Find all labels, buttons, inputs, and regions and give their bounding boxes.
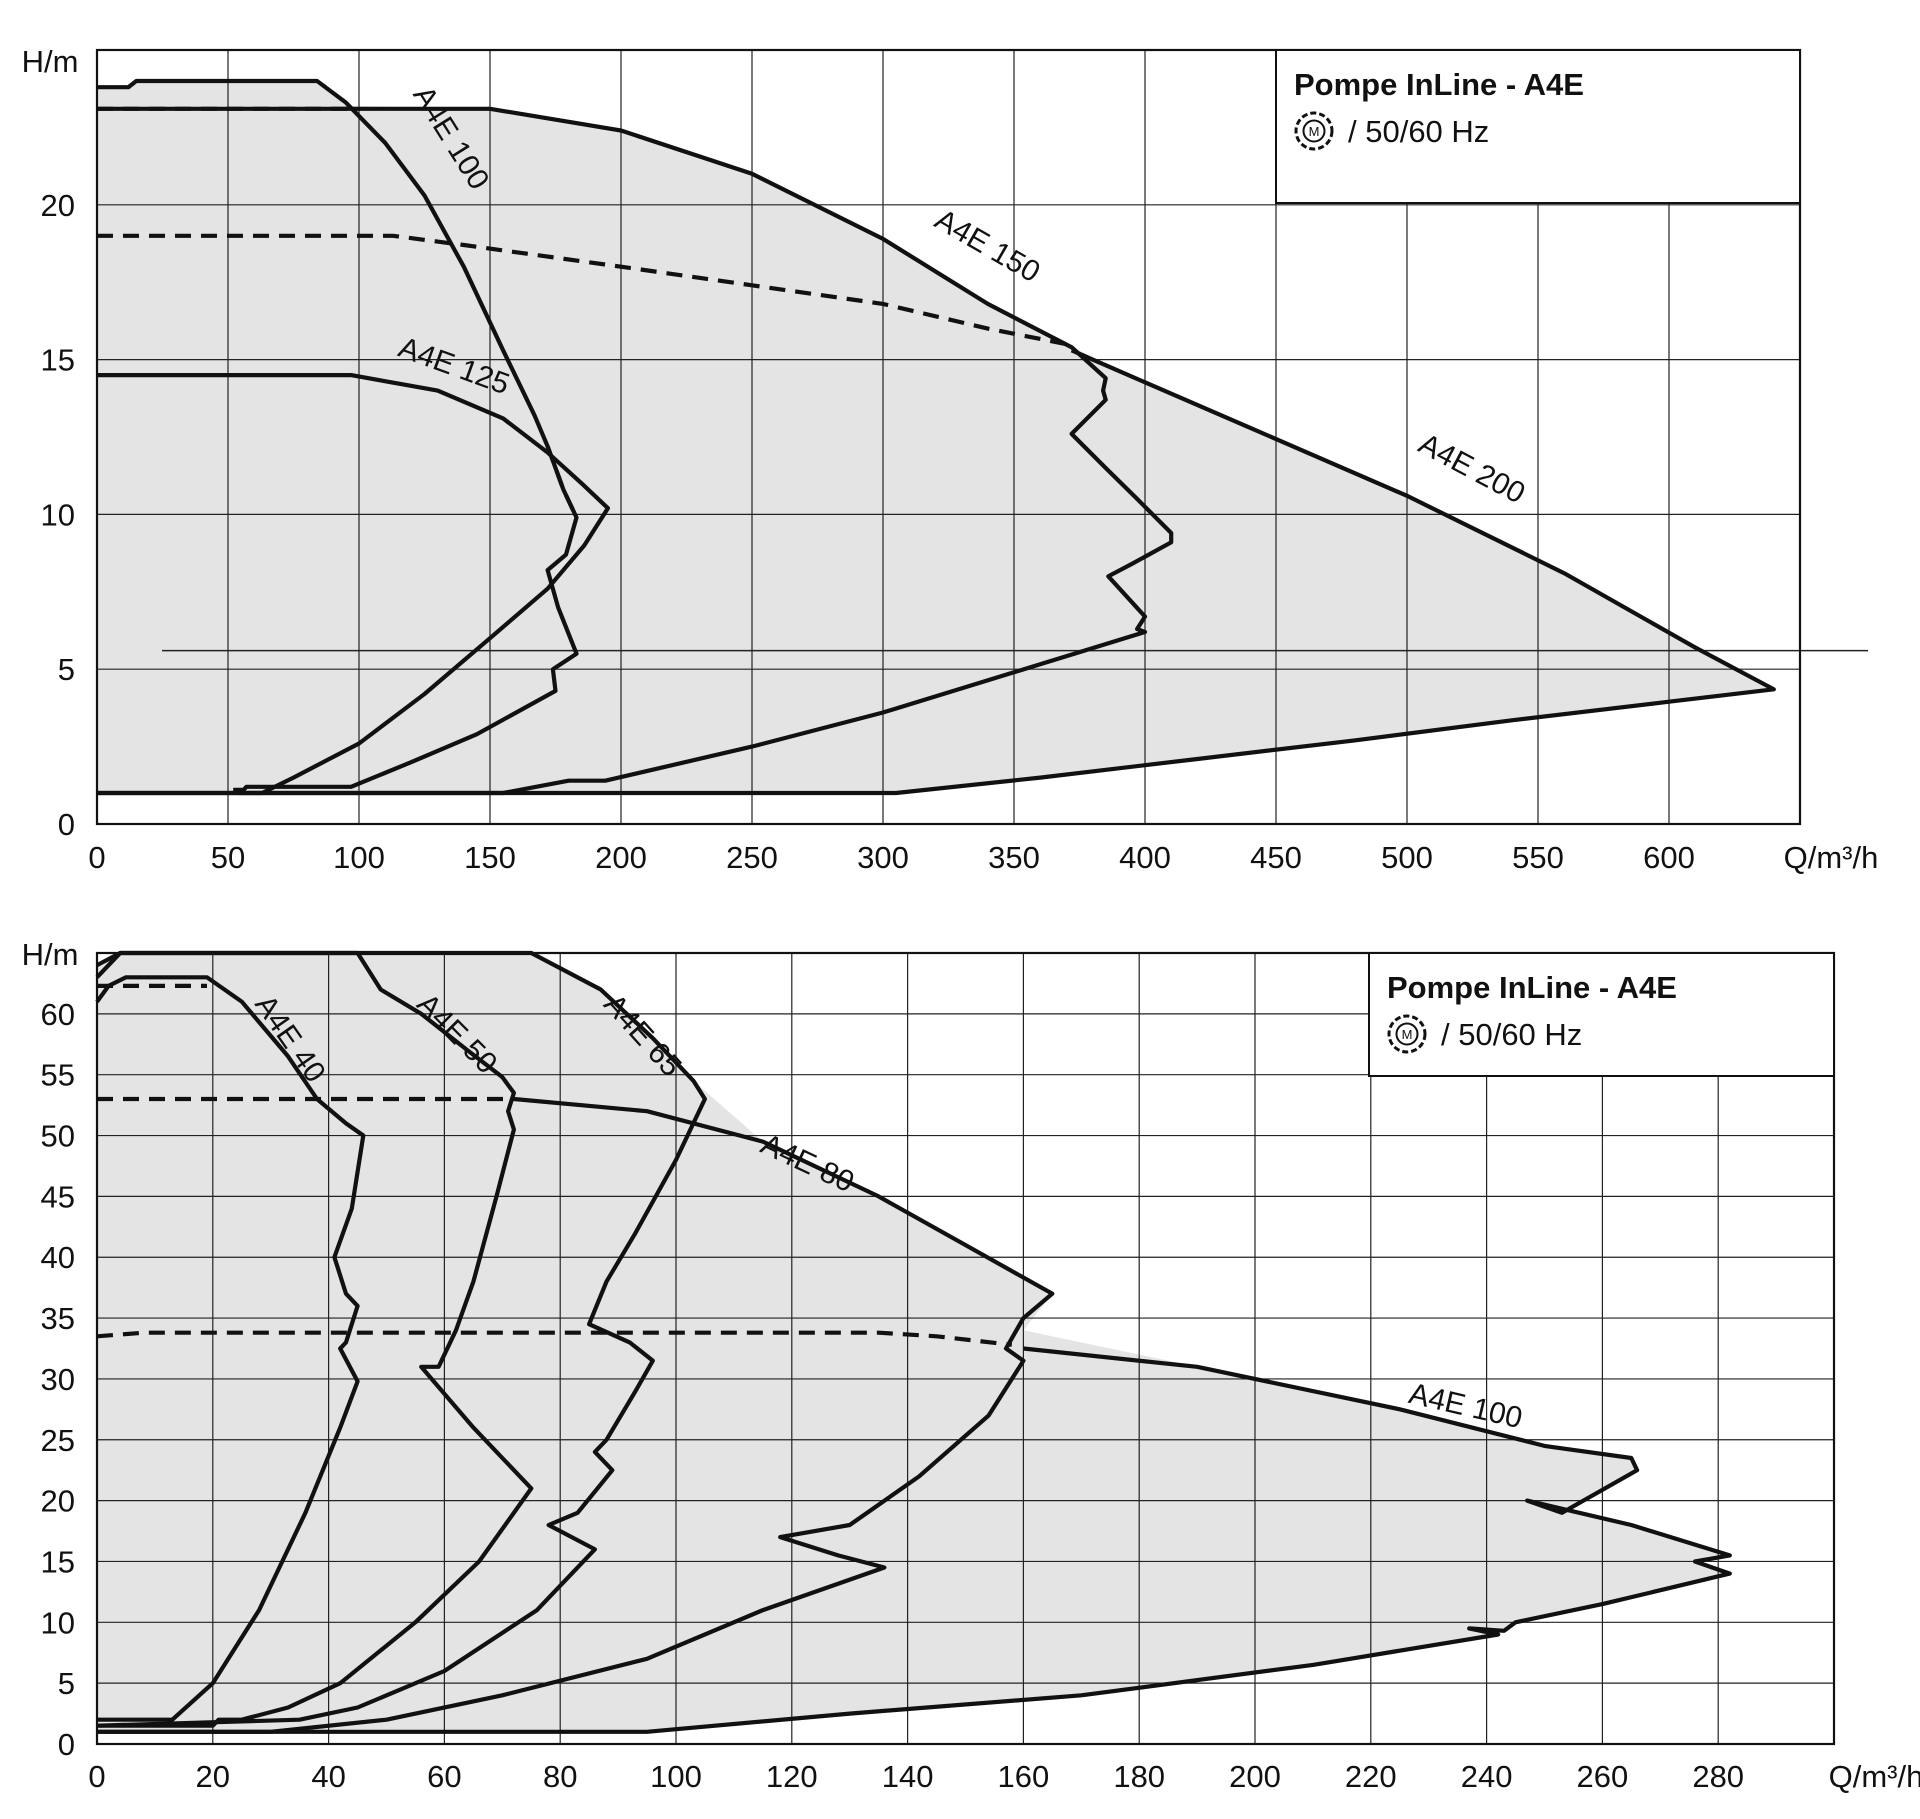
- x-axis-ticks: 0 20 40 60 80 100 120 140 160 180 200 220 240 260 280: [88, 1759, 1744, 1794]
- legend-title: Pompe InLine - A4E: [1294, 67, 1584, 102]
- x-tick-label: 100: [650, 1759, 702, 1794]
- curve-a4e-100: [97, 1346, 1732, 1734]
- legend-frame: [1368, 952, 1835, 1077]
- curve-a4e-150: [97, 106, 1174, 796]
- curve-dashed-7: [96, 1330, 1013, 1347]
- motor-core-icon: [1302, 119, 1326, 143]
- motor-speed-icon: M: [1294, 111, 1334, 151]
- y-tick-label: 20: [41, 188, 75, 223]
- curves: [95, 950, 1732, 1734]
- x-tick-label: 350: [988, 840, 1040, 875]
- legend-title: Pompe InLine - A4E: [1387, 970, 1677, 1005]
- y-tick-label: 10: [41, 497, 75, 532]
- y-tick-label: 15: [41, 343, 75, 378]
- motor-letter-icon: M: [1402, 1027, 1413, 1042]
- y-tick-label: 0: [58, 1727, 75, 1762]
- y-tick-label: 15: [41, 1544, 75, 1579]
- x-tick-label: 250: [726, 840, 778, 875]
- x-tick-label: 40: [311, 1759, 345, 1794]
- legend-box: Pompe InLine - A4E M / 50/60 Hz: [1275, 49, 1801, 204]
- x-tick-label: 550: [1512, 840, 1564, 875]
- motor-ring-icon: [1387, 1014, 1427, 1054]
- x-tick-label: 0: [88, 840, 105, 875]
- curve-a4e-200: [97, 348, 1776, 796]
- y-tick-label: 55: [41, 1058, 75, 1093]
- y-tick-label: 0: [58, 807, 75, 842]
- x-tick-label: 0: [88, 1759, 105, 1794]
- x-tick-label: 400: [1119, 840, 1171, 875]
- y-tick-label: 40: [41, 1240, 75, 1275]
- x-tick-label: 120: [766, 1759, 818, 1794]
- x-tick-label: 220: [1345, 1759, 1397, 1794]
- curve-a4e-40: [95, 975, 366, 1722]
- legend-subtitle: / 50/60 Hz: [1441, 1017, 1582, 1052]
- x-tick-label: 150: [464, 840, 516, 875]
- curve-a4e-80: [97, 1096, 1055, 1734]
- curve-a4e-125: [97, 373, 611, 796]
- x-tick-label: 160: [998, 1759, 1050, 1794]
- curve-a4e-65: [96, 950, 708, 1728]
- motor-speed-icon: M: [1387, 1014, 1427, 1054]
- y-axis-ticks: 0 5 10 15 20: [41, 188, 75, 842]
- x-tick-label: 100: [333, 840, 385, 875]
- x-tick-label: 140: [882, 1759, 934, 1794]
- motor-letter-icon: M: [1309, 124, 1320, 139]
- x-axis-label: Q/m³/h: [1784, 840, 1879, 875]
- y-tick-label: 30: [41, 1362, 75, 1397]
- plot-frame: [95, 48, 1802, 826]
- y-tick-label: 25: [41, 1423, 75, 1458]
- x-tick-label: 260: [1577, 1759, 1629, 1794]
- y-tick-label: 45: [41, 1179, 75, 1214]
- x-tick-label: 200: [595, 840, 647, 875]
- x-tick-label: 80: [543, 1759, 577, 1794]
- legend-frame: [1275, 49, 1801, 204]
- y-tick-label: 60: [41, 997, 75, 1032]
- y-axis-label: H/m: [22, 44, 79, 79]
- curve-dashed-6: [545, 445, 579, 519]
- x-tick-label: 300: [857, 840, 909, 875]
- x-axis-label: Q/m³/h: [1829, 1759, 1920, 1794]
- y-tick-label: 20: [41, 1484, 75, 1519]
- y-tick-label: 5: [58, 652, 75, 687]
- y-tick-label: 10: [41, 1605, 75, 1640]
- y-tick-label: 35: [41, 1301, 75, 1336]
- motor-ring-icon: [1294, 111, 1334, 151]
- x-tick-label: 20: [196, 1759, 230, 1794]
- x-tick-label: 200: [1229, 1759, 1281, 1794]
- plot-frame: [95, 951, 1836, 1746]
- curves: [97, 78, 1776, 796]
- legend-subtitle: / 50/60 Hz: [1348, 114, 1489, 149]
- x-tick-label: 180: [1113, 1759, 1165, 1794]
- x-tick-label: 500: [1381, 840, 1433, 875]
- x-tick-label: 60: [427, 1759, 461, 1794]
- y-axis-ticks: 0 5 10 15 20 25 30 35 40 45 50 55 60: [41, 997, 75, 1762]
- x-tick-label: 240: [1461, 1759, 1513, 1794]
- operating-envelope-area: [97, 953, 1730, 1732]
- x-tick-label: 600: [1643, 840, 1695, 875]
- x-tick-label: 450: [1250, 840, 1302, 875]
- y-axis-label: H/m: [22, 937, 79, 972]
- curve-a4e-50: [95, 950, 534, 1728]
- curve-a4e-100: [97, 78, 579, 793]
- x-axis-ticks: 0 50 100 150 200 250 300 350 400 450 500 550 600: [88, 840, 1694, 875]
- curve-label: A4E 200: [1413, 427, 1530, 510]
- y-tick-label: 5: [58, 1666, 75, 1701]
- x-tick-label: 50: [211, 840, 245, 875]
- y-tick-label: 50: [41, 1119, 75, 1154]
- legend-box: Pompe InLine - A4E M / 50/60 Hz: [1368, 952, 1835, 1077]
- x-tick-label: 280: [1692, 1759, 1744, 1794]
- motor-core-icon: [1395, 1022, 1419, 1046]
